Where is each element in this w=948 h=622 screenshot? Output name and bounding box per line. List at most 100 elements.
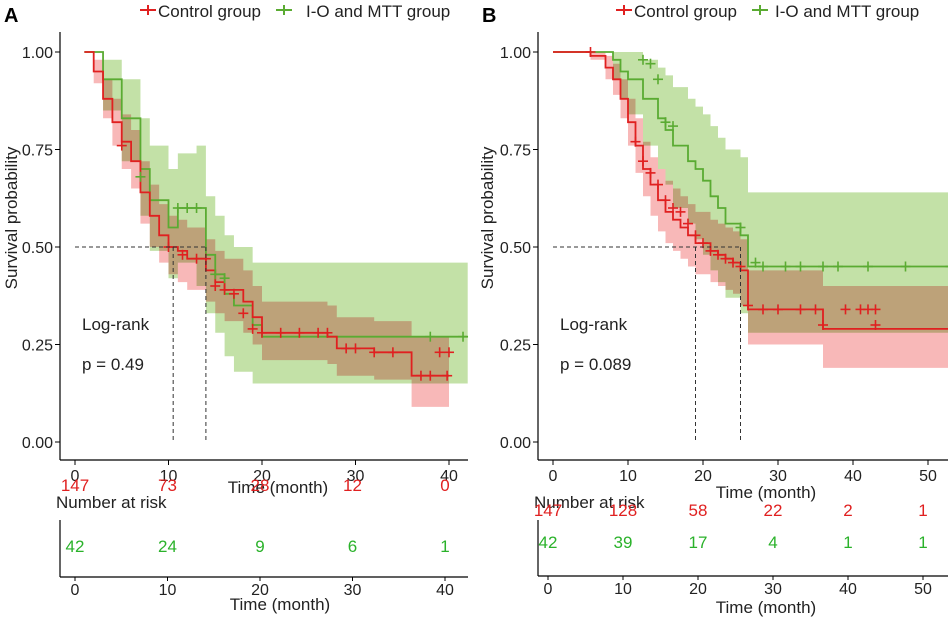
panel-b-risk-io-value: 1 bbox=[843, 533, 852, 552]
panel-b-control-censor-mark bbox=[863, 304, 873, 315]
panel-a-control-censor-mark bbox=[228, 288, 239, 299]
panel-b-logrank-label: Log-rank bbox=[560, 315, 628, 334]
panel-a-risk-control-value: 28 bbox=[251, 476, 270, 495]
panel-b-io-censor-mark bbox=[833, 261, 843, 272]
panel-b-y-tick-label: 0.25 bbox=[500, 338, 531, 355]
panel-b-control-censor-mark bbox=[653, 179, 663, 190]
panel-a-control-censor-mark bbox=[350, 343, 361, 354]
panel-a-risk-io-value: 42 bbox=[66, 537, 85, 556]
panel-a-survival-plot: 0.00 0.25 0.50 0.75 1.00 0 10 20 30 40 Survival p… bbox=[2, 32, 469, 497]
panel-a-x-tick-label: 40 bbox=[440, 468, 458, 485]
panel-a-y-axis-label: Survival probability bbox=[2, 146, 21, 289]
panel-b-x-tick-label: 20 bbox=[694, 468, 712, 485]
panel-b-io-censor-mark bbox=[750, 257, 761, 268]
panel-b-risk-control-value: 128 bbox=[609, 501, 637, 520]
panel-a-io-censor-mark bbox=[191, 203, 202, 213]
panel-b-control-censor-mark bbox=[668, 203, 678, 213]
panel-b-io-censor-mark bbox=[653, 74, 663, 85]
panel-b-control-ci-band bbox=[553, 52, 948, 368]
panel-a-control-censor-mark bbox=[425, 370, 436, 381]
panel-b-risk-io-value: 17 bbox=[689, 533, 708, 552]
panel-b-control-censor-mark bbox=[645, 167, 656, 178]
panel-b-risk-io-value: 39 bbox=[614, 533, 633, 552]
panel-a-risk-control-value: 147 bbox=[61, 476, 89, 495]
panel-a-control-censor-mark bbox=[442, 370, 453, 381]
panel-b-x-tick-label: 50 bbox=[919, 468, 937, 485]
panel-b-y-axis-label: Survival probability bbox=[478, 146, 497, 289]
panel-b-io-censor-mark bbox=[735, 222, 746, 233]
panel-b-risk-io-value: 42 bbox=[539, 533, 558, 552]
panel-b-risk-control-value: 1 bbox=[918, 501, 927, 520]
legend-a-io-label: I-O and MTT group bbox=[306, 2, 450, 21]
panel-a-control-censor-mark bbox=[369, 347, 380, 358]
panel-b-io-censor-mark bbox=[780, 261, 791, 272]
panel-a-risk-x-tick-label: 40 bbox=[436, 582, 454, 599]
panel-a-risk-control-value: 73 bbox=[158, 476, 177, 495]
panel-a-io-ci-band bbox=[84, 52, 468, 384]
panel-b-risk-x-tick-label: 30 bbox=[764, 581, 782, 598]
panel-b-io-censor-mark bbox=[660, 117, 671, 128]
legend-a: Control group I-O and MTT group bbox=[140, 2, 450, 21]
panel-a-risk-io-value: 1 bbox=[440, 537, 449, 556]
panel-b-io-censor-mark bbox=[900, 261, 911, 272]
panel-a-control-ci-band bbox=[84, 52, 449, 407]
panel-b-control-censor-mark bbox=[630, 136, 641, 147]
panel-a-control-censor-mark bbox=[434, 347, 445, 358]
panel-b-control-censor-mark bbox=[795, 304, 806, 315]
panel-a-x-tick-label: 20 bbox=[253, 468, 271, 485]
panel-b-io-censor-mark bbox=[758, 261, 768, 272]
panel-a-io-censor-mark bbox=[458, 331, 469, 342]
panel-b-x-tick-label: 30 bbox=[769, 468, 787, 485]
panel-a-p-value: p = 0.49 bbox=[82, 355, 144, 374]
panel-b-risk-x-tick-label: 0 bbox=[544, 581, 553, 598]
panel-b-risk-control-value: 22 bbox=[764, 501, 783, 520]
panel-b-x-tick-label: 0 bbox=[549, 468, 558, 485]
panel-a-x-axis-label: Time (month) bbox=[228, 478, 328, 497]
panel-b-y-tick-label: 0.75 bbox=[500, 143, 531, 160]
panel-a-risk-x-tick-label: 20 bbox=[251, 582, 269, 599]
panel-a-control-censor-mark bbox=[341, 343, 352, 354]
legend-b-io-label: I-O and MTT group bbox=[775, 2, 919, 21]
panel-a-x-tick-label: 0 bbox=[71, 468, 80, 485]
panel-b-io-ci-band bbox=[553, 52, 948, 333]
legend-b: Control group I-O and MTT group bbox=[616, 2, 919, 21]
panel-b-control-censor-mark bbox=[585, 47, 596, 57]
panel-b-risk-title: Number at risk bbox=[534, 493, 645, 512]
panel-b-io-censor-mark bbox=[863, 261, 873, 272]
panel-a-io-censor-mark bbox=[172, 203, 183, 213]
panel-a-risk-io-value: 9 bbox=[255, 537, 264, 556]
panel-b-control-censor-mark bbox=[713, 249, 723, 260]
panel-b-control-censor-mark bbox=[683, 218, 693, 229]
panel-a-risk-x-tick-label: 10 bbox=[159, 582, 177, 599]
panel-a-risk-io-value: 6 bbox=[348, 537, 357, 556]
panel-a-risk-x-axis-label: Time (month) bbox=[230, 595, 330, 614]
panel-b-y-tick-label: 0.50 bbox=[500, 240, 531, 257]
panel-b-risk-control-value: 2 bbox=[843, 501, 852, 520]
panel-b-risk-x-tick-label: 10 bbox=[614, 581, 632, 598]
panel-a-io-censor-mark bbox=[135, 171, 146, 182]
panel-a-io-censor-mark bbox=[425, 331, 436, 342]
panel-a-y-tick-label: 1.00 bbox=[22, 45, 53, 62]
panel-b-risk-x-axis-label: Time (month) bbox=[716, 598, 816, 617]
panel-b-control-censor-mark bbox=[690, 230, 701, 241]
panel-b-control-censor-mark bbox=[638, 156, 648, 167]
panel-a-control-censor-mark bbox=[210, 281, 221, 291]
legend-b-control-label: Control group bbox=[634, 2, 737, 21]
panel-b-control-censor-mark bbox=[720, 253, 731, 264]
panel-b-x-tick-label: 40 bbox=[844, 468, 862, 485]
panel-a-y-tick-label: 0.00 bbox=[22, 435, 53, 452]
panel-b-y-tick-label: 1.00 bbox=[500, 45, 531, 62]
panel-b-control-censor-mark bbox=[675, 206, 686, 217]
panel-b-io-censor-mark bbox=[818, 261, 828, 272]
panel-a-y-tick-label: 0.75 bbox=[22, 143, 53, 160]
panel-a-risk-control-value: 0 bbox=[440, 476, 449, 495]
panel-b-risk-x-tick-label: 40 bbox=[839, 581, 857, 598]
panel-a-control-censor-mark bbox=[219, 284, 230, 295]
panel-b-x-tick-label: 10 bbox=[619, 468, 637, 485]
panel-a-risk-x-tick-label: 30 bbox=[344, 582, 362, 599]
panel-b-io-censor-mark bbox=[795, 261, 806, 272]
panel-a-risk-io-value: 24 bbox=[158, 537, 177, 556]
panel-b-risk-x-tick-label: 20 bbox=[689, 581, 707, 598]
